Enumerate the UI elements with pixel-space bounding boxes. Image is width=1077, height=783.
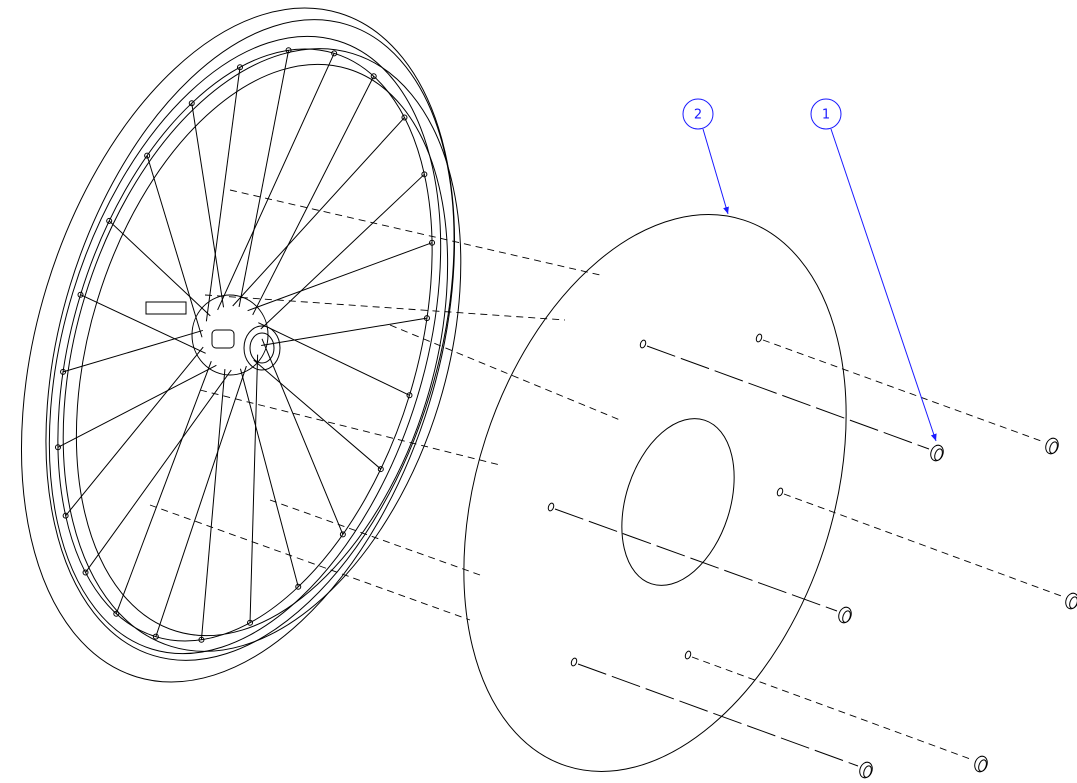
axis-line: [784, 494, 1064, 597]
axis-line: [270, 500, 480, 575]
rim-outer: [0, 0, 510, 702]
axis-line: [578, 664, 858, 766]
axis-line: [230, 190, 600, 275]
spoke: [239, 50, 288, 307]
axis-line: [692, 657, 973, 760]
bolts: [150, 190, 1077, 780]
spoke: [201, 369, 224, 640]
hub-logo: [212, 330, 234, 348]
balloon-label: 2: [694, 108, 702, 123]
spoke: [248, 243, 432, 311]
spoke: [261, 318, 427, 345]
spoke: [262, 339, 343, 535]
exploded-drawing: 2 1: [0, 0, 1077, 783]
spoke: [261, 174, 425, 329]
spoke: [192, 103, 224, 307]
disc-hole: [602, 404, 754, 600]
spoke: [240, 369, 298, 587]
page: 2 1 (() => { const data = JSON.parse(doc…: [0, 0, 1077, 783]
axis-line: [150, 505, 470, 620]
bolt-hole: [755, 333, 762, 342]
spoke: [156, 366, 247, 637]
balloons: 2 1: [683, 99, 936, 441]
fastener-face: [862, 765, 873, 779]
axis-line: [647, 346, 929, 449]
rim-inner: [0, 3, 499, 687]
bolt-hole: [570, 657, 577, 666]
fastener-face: [977, 759, 988, 773]
fastener-face: [1048, 441, 1059, 455]
axis-line: [200, 390, 500, 465]
spoke: [81, 295, 206, 354]
leader-line: [831, 129, 936, 441]
disc-outer: [397, 165, 913, 783]
spoke: [58, 365, 216, 447]
bolt-hole: [776, 487, 783, 496]
fastener-face: [1068, 596, 1077, 610]
spoke: [116, 361, 211, 614]
spoke: [218, 53, 335, 310]
bolt-hole: [639, 339, 646, 348]
axis-line: [763, 340, 1044, 442]
spoke: [147, 156, 202, 338]
handrim-inner: [12, 19, 513, 682]
spoke: [233, 118, 405, 306]
spoke: [250, 355, 258, 623]
fastener-face: [933, 448, 944, 462]
bolt-hole: [547, 502, 554, 511]
axle-stub: [146, 302, 186, 314]
spoke: [66, 347, 204, 516]
leader-line: [703, 129, 728, 214]
fastener-face: [841, 610, 852, 624]
bolt-hole: [684, 650, 691, 659]
axis-line: [555, 509, 837, 611]
spoke: [254, 360, 381, 469]
disc: [397, 165, 913, 783]
wheel: [0, 0, 531, 735]
spoke: [63, 330, 203, 371]
balloon-label: 1: [822, 108, 830, 123]
axis-line: [205, 295, 565, 320]
tire-outer: [0, 0, 531, 735]
spoke: [206, 67, 240, 321]
